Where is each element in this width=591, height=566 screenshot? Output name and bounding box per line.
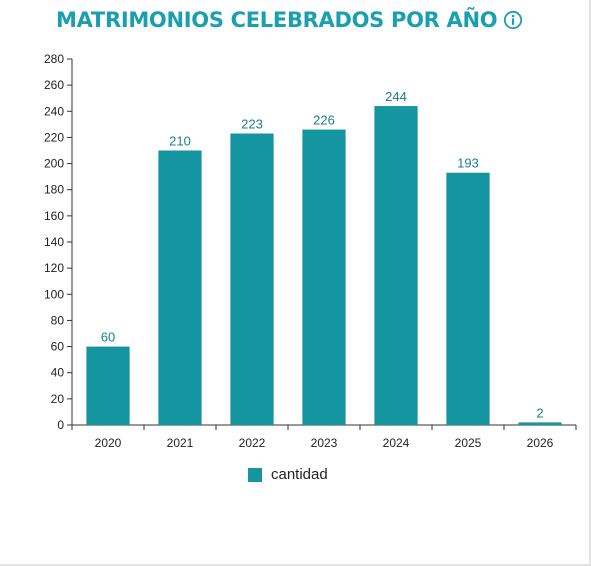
x-tick-label-2025: 2025 (455, 436, 482, 450)
data-label-2020: 60 (101, 330, 115, 345)
bar-2026 (518, 422, 562, 425)
bar-2025 (446, 172, 490, 425)
x-tick-label-2020: 2020 (95, 436, 122, 450)
data-label-2026: 2 (536, 405, 543, 420)
bar-2020 (86, 346, 130, 425)
y-tick-label: 80 (51, 313, 65, 327)
data-label-2023: 226 (313, 113, 335, 128)
y-tick-label: 0 (57, 418, 64, 432)
legend-item-cantidad[interactable]: cantidad (248, 466, 328, 483)
x-tick-label-2022: 2022 (239, 436, 266, 450)
data-label-2025: 193 (457, 156, 479, 171)
y-tick-label: 160 (44, 209, 64, 223)
data-label-2022: 223 (241, 117, 263, 132)
x-tick-label-2021: 2021 (167, 436, 194, 450)
x-tick-label-2024: 2024 (383, 436, 410, 450)
bar-2022 (230, 133, 274, 425)
chart-title: MATRIMONIOS CELEBRADOS POR AÑO (56, 8, 498, 32)
title-row: MATRIMONIOS CELEBRADOS POR AÑO (56, 8, 523, 32)
y-tick-label: 220 (44, 130, 64, 144)
y-tick-label: 40 (51, 366, 65, 380)
y-tick-label: 280 (44, 52, 64, 66)
y-tick-label: 180 (44, 183, 64, 197)
data-label-2024: 244 (385, 89, 407, 104)
y-tick-label: 260 (44, 78, 64, 92)
bar-2023 (302, 129, 346, 426)
y-tick-label: 60 (51, 340, 65, 354)
legend-label: cantidad (271, 466, 328, 483)
x-tick-label-2023: 2023 (311, 436, 338, 450)
info-circle-icon[interactable] (503, 10, 523, 30)
legend-swatch (248, 467, 262, 482)
y-tick-label: 20 (51, 392, 65, 406)
bar-2024 (374, 106, 418, 426)
y-tick-label: 240 (44, 104, 64, 118)
data-label-2021: 210 (169, 134, 191, 149)
y-tick-label: 120 (44, 261, 64, 275)
y-tick-label: 140 (44, 235, 64, 249)
y-tick-label: 100 (44, 287, 64, 301)
x-tick-label-2026: 2026 (527, 436, 554, 450)
y-tick-label: 200 (44, 157, 64, 171)
bar-2021 (158, 150, 202, 425)
